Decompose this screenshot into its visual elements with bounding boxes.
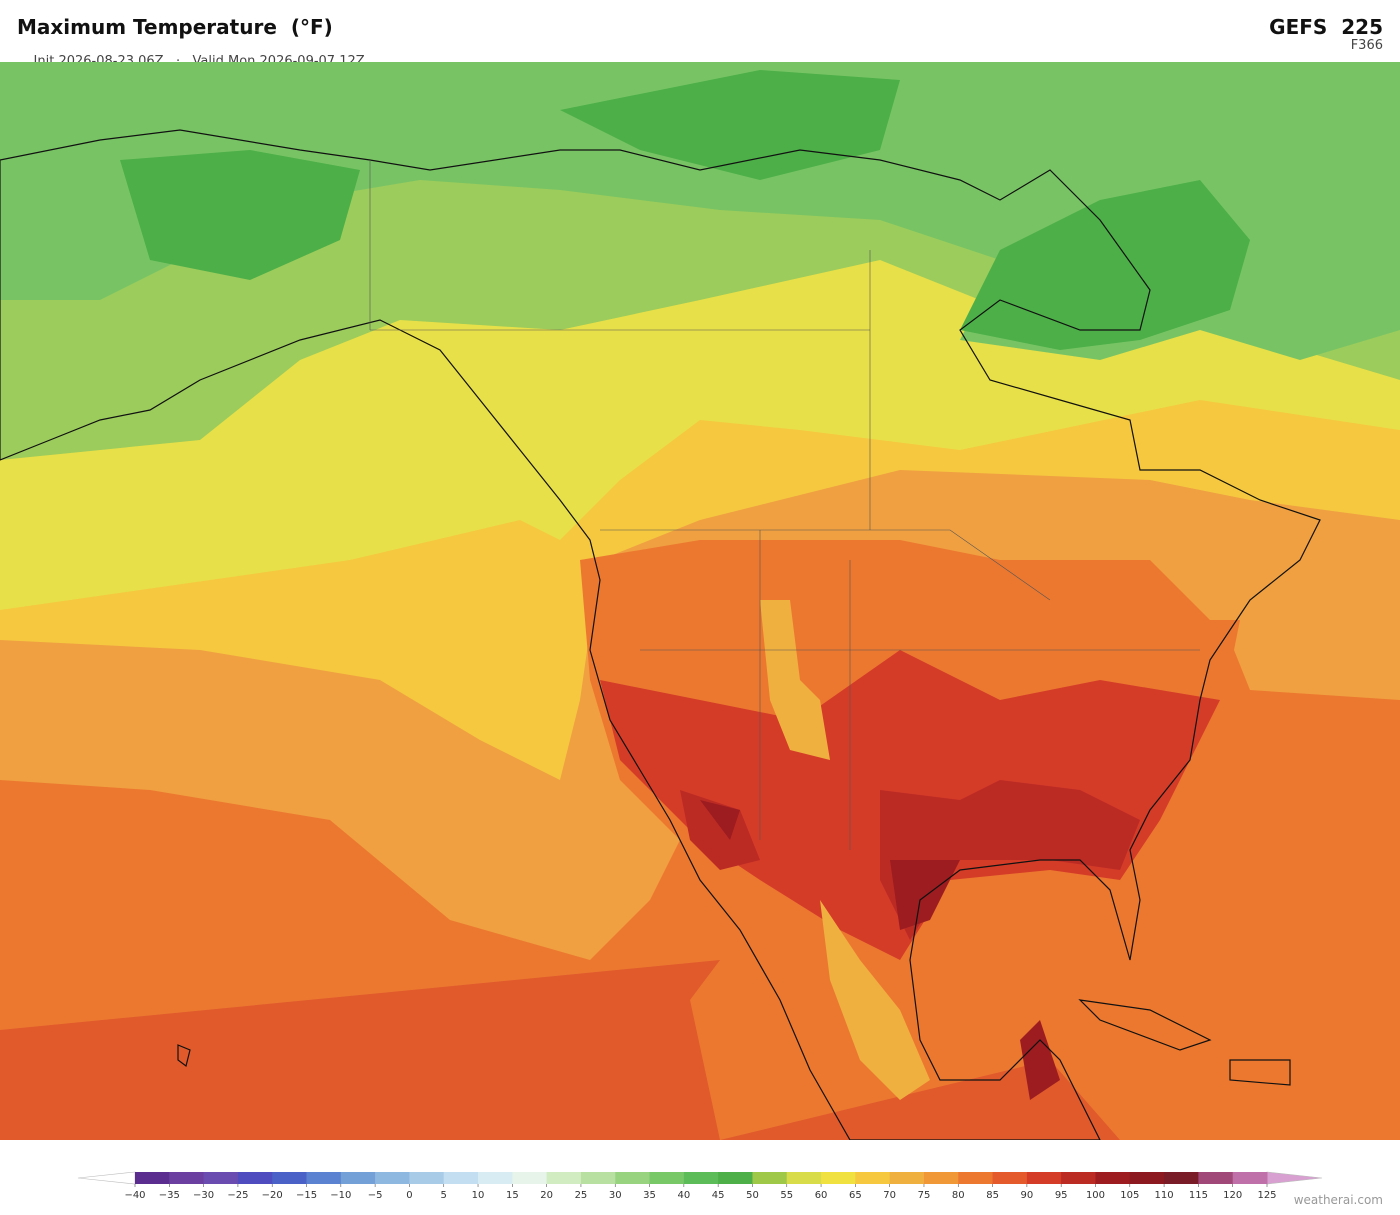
tick-label: 85 [986,1190,999,1201]
colorbar-bin [615,1172,651,1184]
colorbar-bin [1164,1172,1199,1184]
colorbar-over [1266,1171,1323,1185]
tick-label: −30 [193,1190,214,1201]
colorbar-bin [203,1172,239,1184]
tick-label: 55 [780,1190,793,1201]
colorbar-bin [683,1172,719,1184]
tick-label: 35 [643,1190,656,1201]
tick-label: −40 [124,1190,145,1201]
tick-label: 105 [1120,1190,1139,1201]
tick-label: −15 [296,1190,317,1201]
colorbar-bin [272,1172,308,1184]
field [120,70,1250,350]
colorbar-bin [169,1172,205,1184]
model: GEFS 225 [1269,15,1383,39]
tick-label: 70 [883,1190,896,1201]
tick-label: 5 [441,1190,447,1201]
colorbar-bin [1026,1172,1062,1184]
tick-label: 0 [406,1190,412,1201]
colorbar-bin [786,1172,822,1184]
tick-label: 40 [677,1190,690,1201]
colorbar-bin [135,1172,170,1184]
tick-label: 115 [1189,1190,1208,1201]
colorbar-bin [443,1172,479,1184]
tick-label: −35 [159,1190,180,1201]
colorbar-bin [1095,1172,1131,1184]
colorbar-bin [237,1172,273,1184]
tick-label: 15 [506,1190,519,1201]
colorbar-bin [992,1172,1028,1184]
colorbar-bin [1232,1172,1268,1184]
tick-label: 10 [472,1190,485,1201]
tick-label: 60 [815,1190,828,1201]
island [177,999,1291,1086]
colorbar-bin [718,1172,753,1184]
colorbar-bin [821,1172,856,1184]
tick-label: −10 [330,1190,351,1201]
border [369,160,1200,850]
forecast-hour: F366 [1350,38,1383,53]
colorbar-bin [649,1172,685,1184]
colorbar-under [77,1171,136,1185]
tick-label: 95 [1055,1190,1068,1201]
tick-label: 65 [849,1190,862,1201]
colorbar-bin [375,1172,410,1184]
tick-label: −5 [368,1190,383,1201]
tick-label: −20 [262,1190,283,1201]
colorbar-bin [958,1172,994,1184]
tick-label: 120 [1223,1190,1242,1201]
colorbar-bin [306,1172,342,1184]
colorbar-bin [889,1172,925,1184]
separator: · [175,54,181,69]
colorbar-bin [546,1172,582,1184]
field [760,600,930,1100]
tick-label: 45 [712,1190,725,1201]
colorbar-bin [923,1172,959,1184]
tick-label: 20 [540,1190,553,1201]
tick-label: −25 [227,1190,248,1201]
tick-label: 30 [609,1190,622,1201]
title: Maximum Temperature (°F) [17,15,333,39]
colorbar-bin [580,1172,616,1184]
map [0,62,1400,1140]
tick-label: 125 [1257,1190,1276,1201]
colorbar-bin [855,1172,891,1184]
colorbar: −40 −35 −30 −25 −20 −15 −10 −5 0 5 10 15 20 25 30 35 40 4… [77,1171,1323,1201]
colorbar-bin [1198,1172,1234,1184]
colorbar-bin [340,1172,376,1184]
coastline [0,129,1321,1140]
colorbar-bin [478,1172,513,1184]
colorbar-bin [752,1172,788,1184]
colorbar-bin [512,1172,548,1184]
colorbar-bin [409,1172,445,1184]
tick-label: 100 [1086,1190,1105,1201]
tick-label: 80 [952,1190,965,1201]
tick-label: 50 [746,1190,759,1201]
tick-label: 110 [1155,1190,1174,1201]
tick-label: 90 [1021,1190,1034,1201]
watermark: weatherai.com [1293,1193,1383,1207]
colorbar-bin [1129,1172,1165,1184]
colorbar-bin [1061,1172,1096,1184]
tick-label: 75 [918,1190,931,1201]
tick-label: 25 [575,1190,588,1201]
